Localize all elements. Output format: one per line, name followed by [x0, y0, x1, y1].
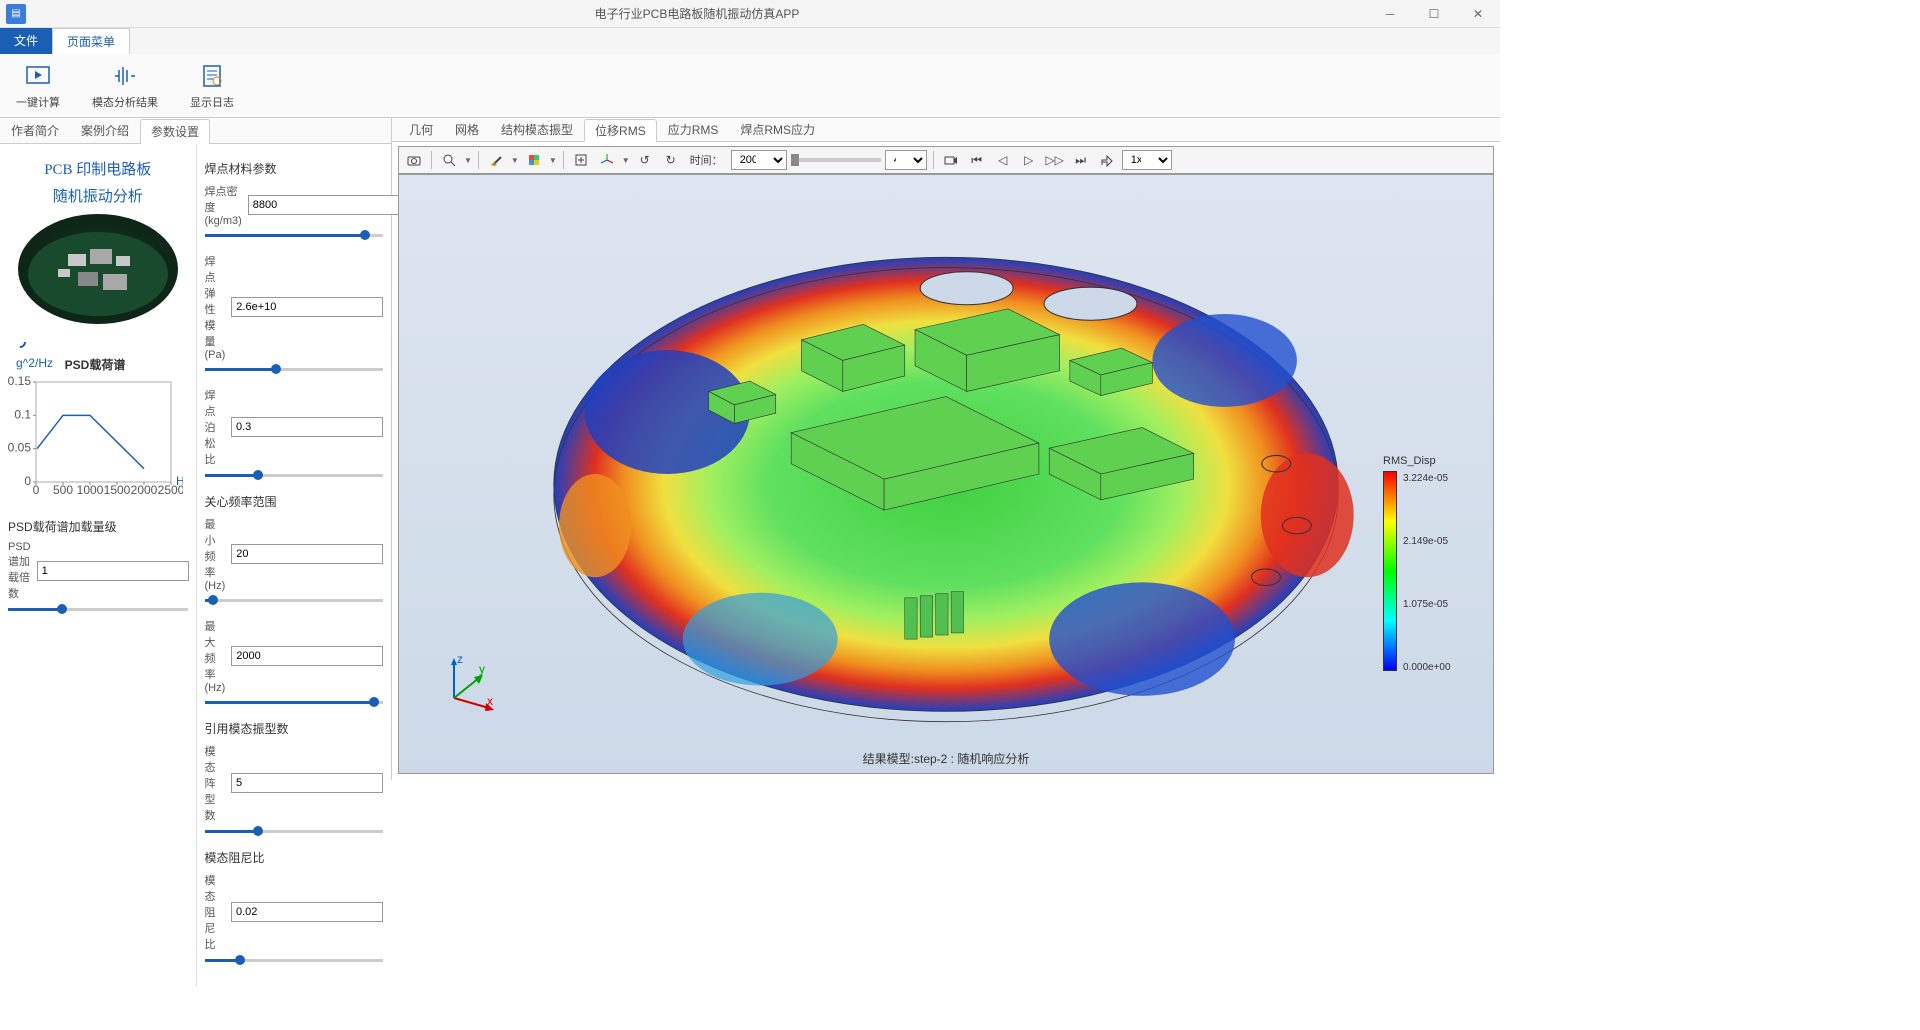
damp-slider[interactable] — [205, 954, 384, 968]
prev-icon[interactable]: ◁ — [992, 149, 1014, 171]
modulus-slider[interactable] — [205, 363, 384, 377]
density-slider[interactable] — [205, 229, 384, 243]
svg-text:2000: 2000 — [131, 483, 158, 497]
psdmult-slider[interactable] — [8, 603, 188, 617]
menu-page[interactable]: 页面菜单 — [52, 28, 130, 54]
camera-icon[interactable] — [403, 149, 425, 171]
zoom-icon[interactable] — [438, 149, 460, 171]
psdload-head: PSD载荷谱加载量级 — [8, 518, 188, 535]
color-legend: RMS_Disp 3.224e-05 2.149e-05 1.075e-05 0… — [1383, 455, 1463, 671]
freqmin-input[interactable] — [231, 544, 383, 564]
tab-params[interactable]: 参数设置 — [140, 119, 210, 144]
next-icon[interactable]: ▷▷ — [1044, 149, 1066, 171]
time-select[interactable]: 2000 — [731, 150, 787, 170]
play-icon — [22, 60, 54, 92]
fit-icon[interactable] — [570, 149, 592, 171]
close-button[interactable]: ✕ — [1456, 0, 1500, 28]
poisson-input[interactable] — [231, 417, 383, 437]
rotate-cw-icon[interactable]: ↻ — [660, 149, 682, 171]
ribbon-modal[interactable]: 模态分析结果 — [86, 58, 164, 113]
document-icon — [196, 60, 228, 92]
svg-text:0.05: 0.05 — [8, 441, 31, 455]
viewport-toolbar: ▼ ▼ ▼ ▼ ↺ ↻ 时间： 2000 45 ⏮ ◁ ▷ ▷▷ ⏭ 1x — [398, 146, 1494, 174]
palette-icon[interactable] — [523, 149, 545, 171]
pcb-thumbnail — [18, 214, 178, 324]
svg-text:g^2/Hz: g^2/Hz — [16, 357, 53, 370]
solder-head: 焊点材料参数 — [205, 160, 384, 177]
modulus-input[interactable] — [231, 297, 383, 317]
modes-input[interactable] — [231, 773, 383, 793]
left-col-params: 焊点材料参数 焊点密度(kg/m3) 焊点弹性模量(Pa) 焊点泊松比 关心频率… — [196, 144, 392, 986]
menu-file[interactable]: 文件 — [0, 28, 52, 54]
panel-title: PCB 印制电路板 — [8, 158, 188, 179]
svg-text:PSD载荷谱: PSD载荷谱 — [65, 357, 126, 372]
ribbon-calc[interactable]: 一键计算 — [10, 58, 66, 113]
window-title: 电子行业PCB电路板随机振动仿真APP — [26, 5, 1368, 22]
result-tabs: 几何 网格 结构模态振型 位移RMS 应力RMS 焊点RMS应力 — [392, 118, 1500, 142]
svg-text:1500: 1500 — [104, 483, 131, 497]
first-icon[interactable]: ⏮ — [966, 149, 988, 171]
tab-stress[interactable]: 应力RMS — [657, 118, 730, 141]
damp-head: 模态阻尼比 — [205, 849, 384, 866]
menu-tabs: 文件 页面菜单 — [0, 28, 1500, 54]
brush-icon[interactable] — [485, 149, 507, 171]
tab-disp[interactable]: 位移RMS — [584, 119, 657, 142]
svg-text:z: z — [457, 653, 463, 666]
export-icon[interactable] — [1096, 149, 1118, 171]
panel-subtitle: 随机振动分析 — [8, 185, 188, 206]
play-icon[interactable]: ▷ — [1018, 149, 1040, 171]
left-col-preview: PCB 印制电路板 随机振动分析 g^2/Hz — [0, 144, 196, 986]
tab-solder-stress[interactable]: 焊点RMS应力 — [729, 118, 826, 141]
titlebar: ▤ 电子行业PCB电路板随机振动仿真APP ─ ☐ ✕ — [0, 0, 1500, 28]
last-icon[interactable]: ⏭ — [1070, 149, 1092, 171]
modes-slider[interactable] — [205, 825, 384, 839]
minimize-button[interactable]: ─ — [1368, 0, 1412, 28]
svg-text:x: x — [487, 694, 493, 708]
freqmin-slider[interactable] — [205, 594, 384, 608]
left-panel: 作者简介 案例介绍 参数设置 PCB 印制电路板 随机振动分析 — [0, 118, 392, 780]
svg-text:500: 500 — [53, 483, 73, 497]
psdmult-label: PSD谱加载倍数 — [8, 541, 31, 601]
viewport-footer: 结果模型:step-2 : 随机响应分析 — [863, 750, 1030, 767]
svg-text:2500: 2500 — [158, 483, 183, 497]
tab-geom[interactable]: 几何 — [398, 118, 444, 141]
svg-text:y: y — [479, 662, 485, 676]
tab-case[interactable]: 案例介绍 — [70, 118, 140, 143]
svg-text:0.15: 0.15 — [8, 374, 31, 388]
angle-select[interactable]: 45 — [885, 150, 927, 170]
svg-text:0.1: 0.1 — [14, 407, 31, 421]
freq-head: 关心频率范围 — [205, 493, 384, 510]
ribbon-log[interactable]: 显示日志 — [184, 58, 240, 113]
app-icon: ▤ — [6, 4, 26, 24]
axes-icon[interactable] — [596, 149, 618, 171]
ribbon: 一键计算 模态分析结果 显示日志 — [0, 54, 1500, 118]
tab-mesh[interactable]: 网格 — [444, 118, 490, 141]
psd-chart: g^2/Hz PSD载荷谱 Hz 00.050.10.1505001000150… — [8, 357, 183, 507]
right-panel: 几何 网格 结构模态振型 位移RMS 应力RMS 焊点RMS应力 ▼ ▼ ▼ ▼… — [392, 118, 1500, 780]
svg-text:1000: 1000 — [77, 483, 104, 497]
damp-input[interactable] — [231, 902, 383, 922]
loading-icon — [12, 334, 28, 350]
density-input[interactable] — [248, 195, 400, 215]
left-tabs: 作者简介 案例介绍 参数设置 — [0, 118, 391, 144]
tab-modal[interactable]: 结构模态振型 — [490, 118, 584, 141]
record-icon[interactable] — [940, 149, 962, 171]
viewport-3d[interactable]: z x y RMS_Disp 3.224e-05 2.149e-05 1.075… — [398, 174, 1494, 774]
rotate-ccw-icon[interactable]: ↺ — [634, 149, 656, 171]
svg-text:0: 0 — [33, 483, 40, 497]
tab-author[interactable]: 作者简介 — [0, 118, 70, 143]
poisson-slider[interactable] — [205, 469, 384, 483]
time-slider[interactable] — [791, 158, 881, 162]
time-label: 时间： — [690, 152, 723, 168]
modes-head: 引用模态振型数 — [205, 720, 384, 737]
freqmax-input[interactable] — [231, 646, 383, 666]
speed-select[interactable]: 1x — [1122, 150, 1172, 170]
psdmult-input[interactable] — [37, 561, 189, 581]
pcb-render — [399, 175, 1493, 773]
svg-text:0: 0 — [24, 474, 31, 488]
waveform-icon — [109, 60, 141, 92]
axis-gizmo: z x y — [439, 653, 499, 713]
freqmax-slider[interactable] — [205, 696, 384, 710]
maximize-button[interactable]: ☐ — [1412, 0, 1456, 28]
